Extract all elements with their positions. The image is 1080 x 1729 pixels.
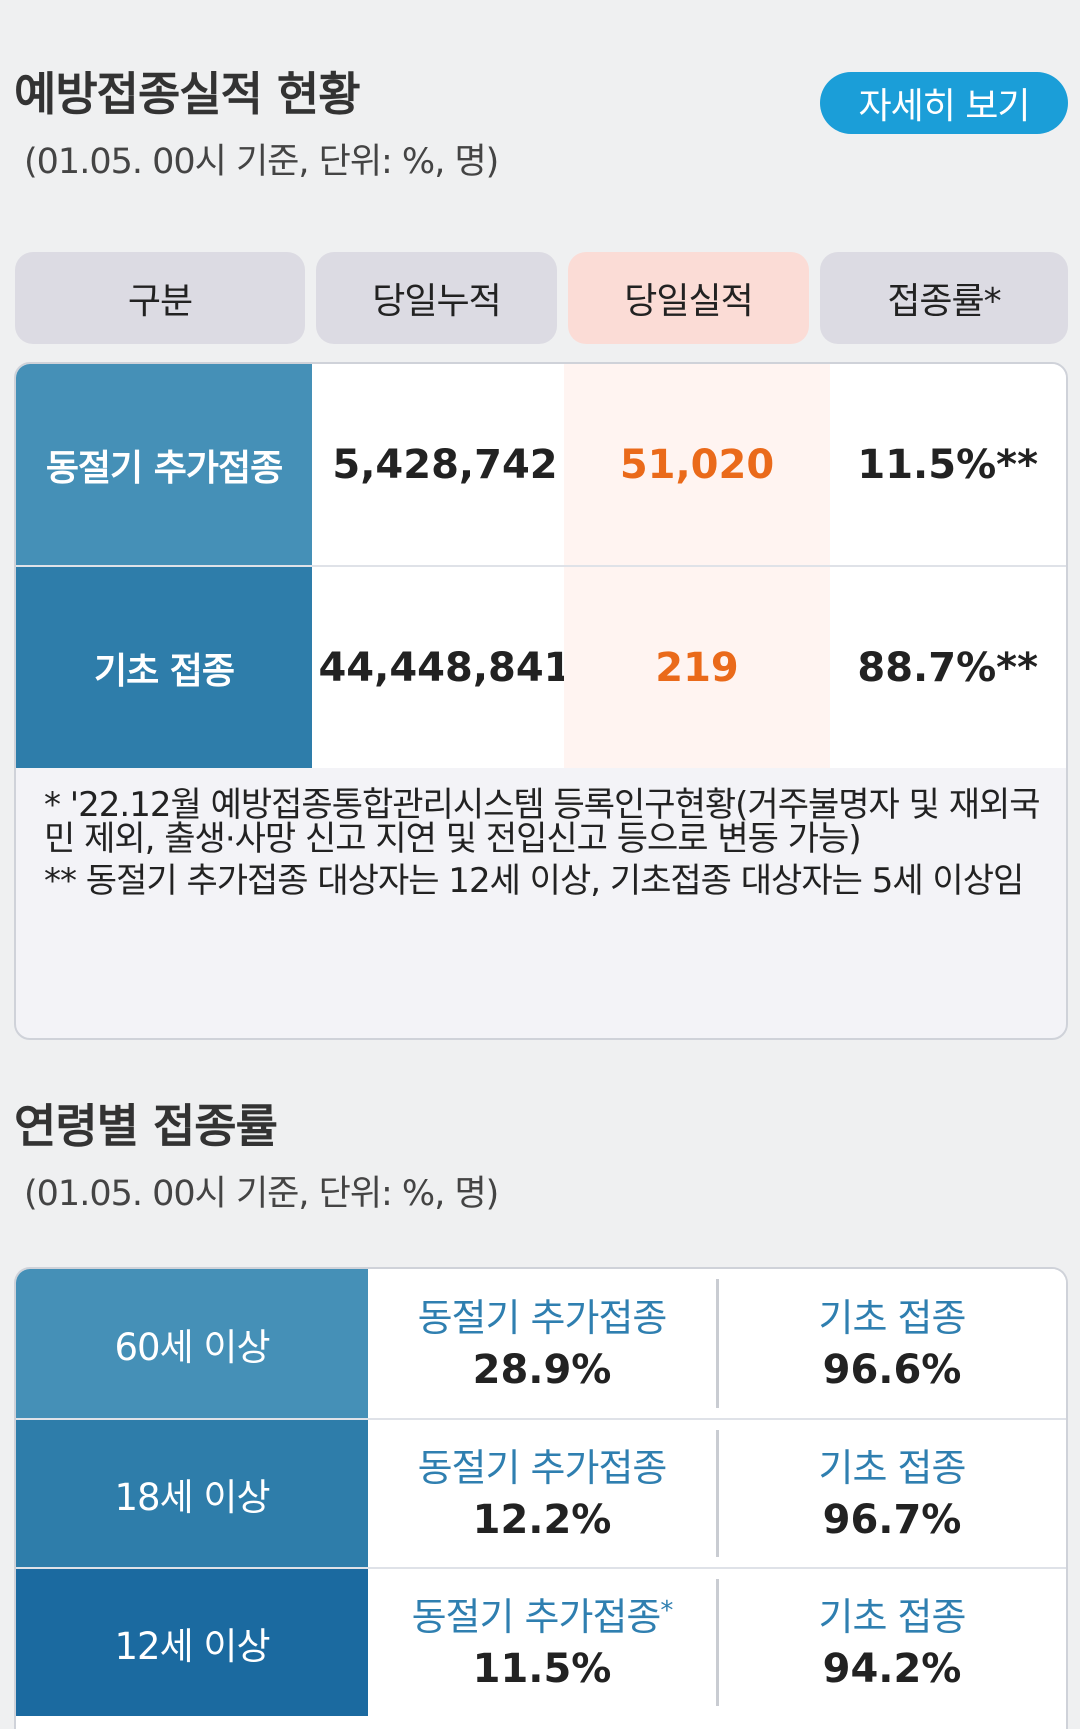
booster-cell: 동절기 추가접종 28.9%	[368, 1269, 716, 1418]
section-subtitle-basis: (01.05. 00시 기준, 단위: %, 명)	[24, 1174, 499, 1214]
footnotes: * '22.12월 예방접종통합관리시스템 등록인구현황(거주불명자 및 재외국…	[44, 788, 1044, 906]
row-label: 기초 접종	[16, 567, 312, 768]
header-vaccination-rate: 접종률*	[820, 252, 1068, 344]
primary-rate: 96.6%	[822, 1346, 962, 1393]
primary-label: 기초 접종	[818, 1295, 967, 1340]
footnote-mark: *	[660, 1595, 673, 1626]
view-details-button[interactable]: 자세히 보기	[820, 72, 1068, 134]
vaccination-status-table: 동절기 추가접종 5,428,742 51,020 11.5%** 기초 접종 …	[14, 362, 1068, 1040]
age-group-label: 12세 이상	[16, 1569, 368, 1716]
rate-value: 11.5%**	[857, 441, 1038, 488]
booster-label: 동절기 추가접종	[417, 1295, 668, 1340]
age-rate-table: 60세 이상 동절기 추가접종 28.9% 기초 접종 96.6% 18세 이상…	[14, 1267, 1068, 1729]
daily-value: 219	[564, 567, 830, 768]
primary-cell: 기초 접종 96.6%	[718, 1269, 1066, 1418]
cumulative-value: 44,448,841	[318, 644, 572, 691]
booster-rate: 28.9%	[472, 1346, 612, 1393]
age-group-label: 18세 이상	[16, 1420, 368, 1567]
primary-label: 기초 접종	[818, 1594, 967, 1639]
table-row: 기초 접종 44,448,841 219 88.7%**	[16, 567, 1066, 768]
booster-rate: 12.2%	[472, 1496, 612, 1543]
rate-value: 88.7%**	[857, 644, 1038, 691]
booster-label: 동절기 추가접종*	[411, 1594, 674, 1639]
section-title-vaccination-status: 예방접종실적 현황	[14, 67, 361, 121]
header-daily-count: 당일실적	[568, 252, 809, 344]
cumulative-value: 5,428,742	[332, 441, 558, 488]
section-title-age-rates: 연령별 접종률	[14, 1099, 278, 1153]
booster-cell: 동절기 추가접종* 11.5%	[368, 1569, 716, 1716]
table-row: 60세 이상 동절기 추가접종 28.9% 기초 접종 96.6%	[16, 1269, 1066, 1418]
booster-rate: 11.5%	[472, 1645, 612, 1692]
table-row: 18세 이상 동절기 추가접종 12.2% 기초 접종 96.7%	[16, 1418, 1066, 1567]
daily-value: 51,020	[564, 364, 830, 565]
column-divider	[716, 1579, 719, 1706]
footnote-1: * '22.12월 예방접종통합관리시스템 등록인구현황(거주불명자 및 재외국…	[44, 785, 1041, 859]
footnote-2: ** 동절기 추가접종 대상자는 12세 이상, 기초접종 대상자는 5세 이상…	[44, 861, 1024, 901]
primary-cell: 기초 접종 96.7%	[718, 1420, 1066, 1567]
header-daily-cumulative: 당일누적	[316, 252, 557, 344]
age-group-label: 60세 이상	[16, 1269, 368, 1418]
section-subtitle-basis: (01.05. 00시 기준, 단위: %, 명)	[24, 142, 499, 182]
booster-label: 동절기 추가접종	[417, 1445, 668, 1490]
row-label: 동절기 추가접종	[16, 364, 312, 565]
table-row: 12세 이상 동절기 추가접종* 11.5% 기초 접종 94.2%	[16, 1567, 1066, 1716]
column-divider	[716, 1430, 719, 1557]
primary-label: 기초 접종	[818, 1445, 967, 1490]
primary-cell: 기초 접종 94.2%	[718, 1569, 1066, 1716]
column-divider	[716, 1279, 719, 1408]
table-row: 동절기 추가접종 5,428,742 51,020 11.5%**	[16, 364, 1066, 565]
row-divider	[16, 565, 1066, 567]
primary-rate: 94.2%	[822, 1645, 962, 1692]
header-category: 구분	[15, 252, 305, 344]
primary-rate: 96.7%	[822, 1496, 962, 1543]
booster-cell: 동절기 추가접종 12.2%	[368, 1420, 716, 1567]
